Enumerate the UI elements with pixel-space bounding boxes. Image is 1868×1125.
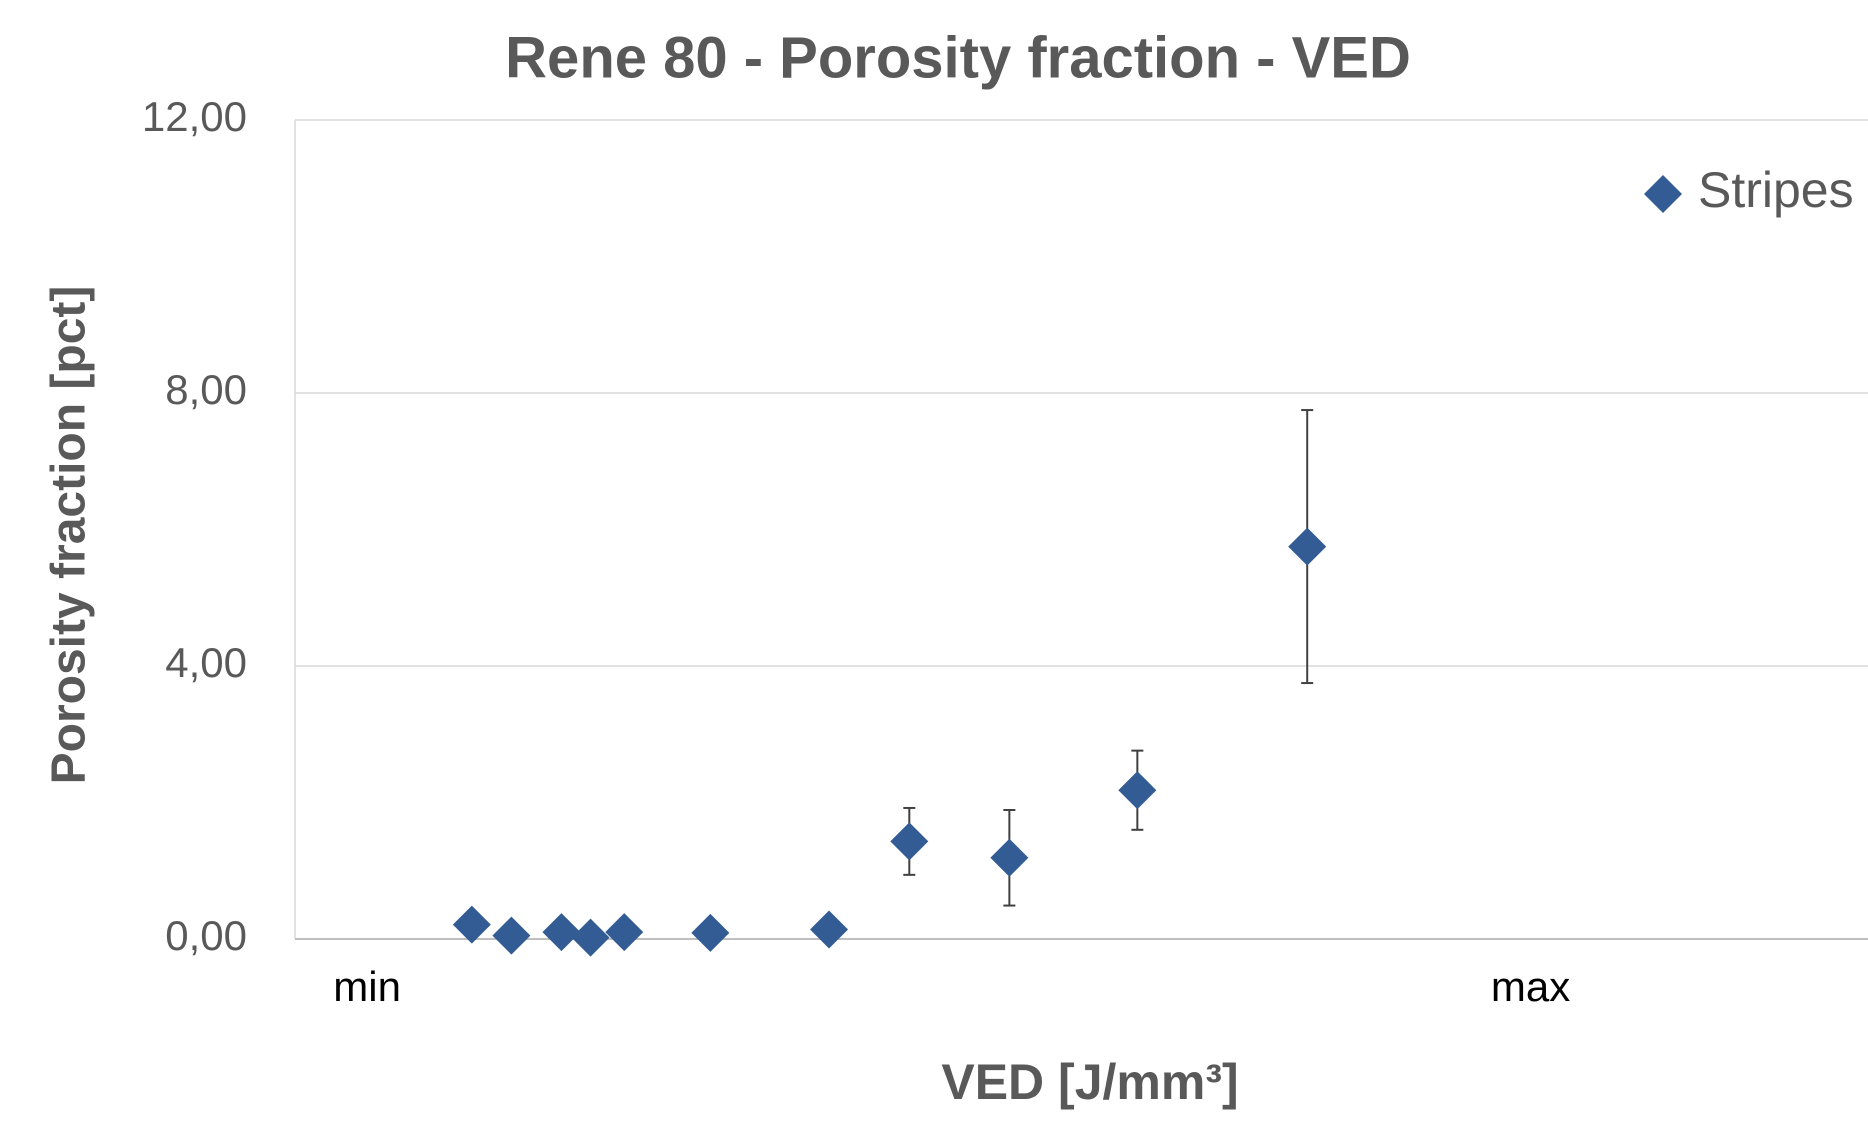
data-point: [492, 916, 531, 955]
legend-label: Stripes: [1698, 162, 1854, 218]
y-tick-label: 0,00: [165, 912, 247, 959]
x-axis-title: VED [J/mm³]: [941, 1054, 1238, 1110]
data-point: [890, 822, 929, 861]
data-point: [990, 838, 1029, 877]
data-point: [452, 905, 491, 944]
x-tick-label: min: [333, 963, 401, 1010]
data-point: [571, 918, 610, 957]
y-axis-title: Porosity fraction [pct]: [43, 286, 96, 785]
data-point: [810, 910, 849, 949]
x-tick-label: max: [1491, 963, 1570, 1010]
data-point: [1288, 527, 1327, 566]
data-point: [691, 913, 730, 952]
y-tick-label: 8,00: [165, 366, 247, 413]
legend-marker: [1644, 175, 1682, 213]
data-point: [605, 913, 644, 952]
y-tick-label: 4,00: [165, 639, 247, 686]
y-tick-label: 12,00: [142, 93, 247, 140]
data-point: [1118, 771, 1157, 810]
data-point: [542, 913, 581, 952]
chart-title: Rene 80 - Porosity fraction - VED: [505, 25, 1411, 90]
